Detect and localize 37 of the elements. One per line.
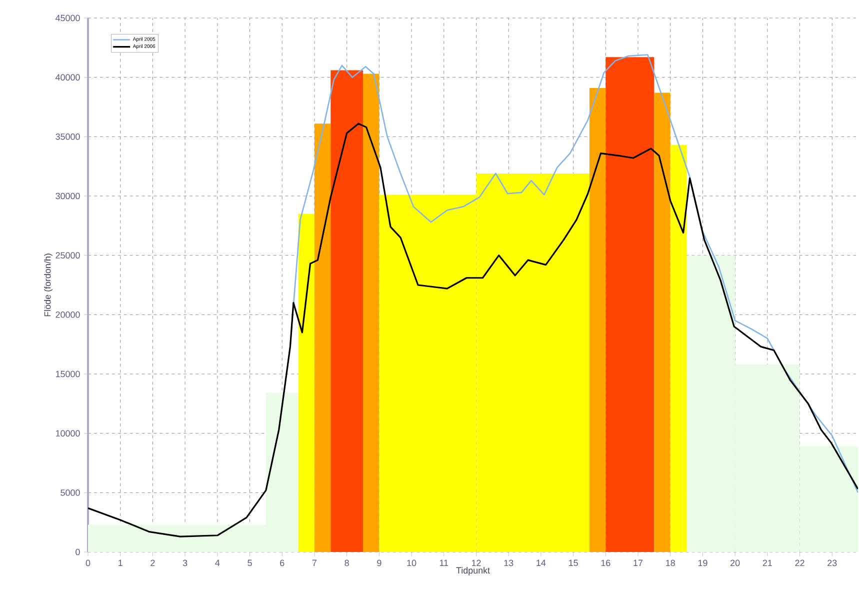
x-tick-label: 17 xyxy=(634,560,643,566)
y-tick-label: 45000 xyxy=(55,14,80,22)
x-tick-label: 9 xyxy=(377,560,382,566)
x-tick-label: 22 xyxy=(795,560,804,566)
x-tick-label: 8 xyxy=(344,560,349,566)
x-tick-label: 18 xyxy=(666,560,675,566)
x-tick-label: 3 xyxy=(182,560,188,566)
x-tick-label: 20 xyxy=(730,560,740,566)
y-tick-label: 35000 xyxy=(56,133,80,140)
x-tick-label: 13 xyxy=(504,560,514,566)
x-tick-label: 23 xyxy=(828,560,837,566)
x-tick-label: 16 xyxy=(601,560,610,566)
y-tick-label: 15000 xyxy=(56,370,80,378)
x-tick-label: 2 xyxy=(150,560,155,566)
x-axis-title: Tidpunkt xyxy=(456,566,490,576)
x-tick-label: 21 xyxy=(762,560,772,566)
x-tick-label: 4 xyxy=(215,560,220,566)
x-tick-label: 1 xyxy=(118,560,122,566)
x-tick-label: 11 xyxy=(440,560,448,566)
y-tick-label: 30000 xyxy=(56,192,80,200)
x-tick-label: 15 xyxy=(569,560,578,566)
y-tick-label: 0 xyxy=(76,548,80,556)
y-tick-label: 25000 xyxy=(56,252,80,259)
y-tick-label: 10000 xyxy=(56,430,80,437)
x-tick-label: 19 xyxy=(698,560,708,566)
x-tick-label: 6 xyxy=(280,560,284,566)
y-tick-label: 5000 xyxy=(60,489,80,496)
y-tick-label: 40000 xyxy=(55,74,80,81)
x-tick-label: 5 xyxy=(248,560,252,566)
x-tick-label: 0 xyxy=(86,560,90,566)
y-tick-label: 20000 xyxy=(56,311,80,318)
x-tick-label: 10 xyxy=(407,560,416,566)
line-series xyxy=(88,122,858,538)
x-tick-label: 7 xyxy=(312,560,317,566)
x-tick-label: 14 xyxy=(536,560,546,566)
x-tick-label: 12 xyxy=(472,560,481,566)
y-axis-title: Flöde (fordon/h) xyxy=(44,254,52,316)
